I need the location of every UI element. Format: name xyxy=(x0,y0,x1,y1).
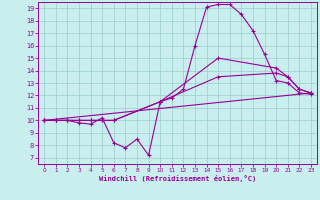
X-axis label: Windchill (Refroidissement éolien,°C): Windchill (Refroidissement éolien,°C) xyxy=(99,175,256,182)
